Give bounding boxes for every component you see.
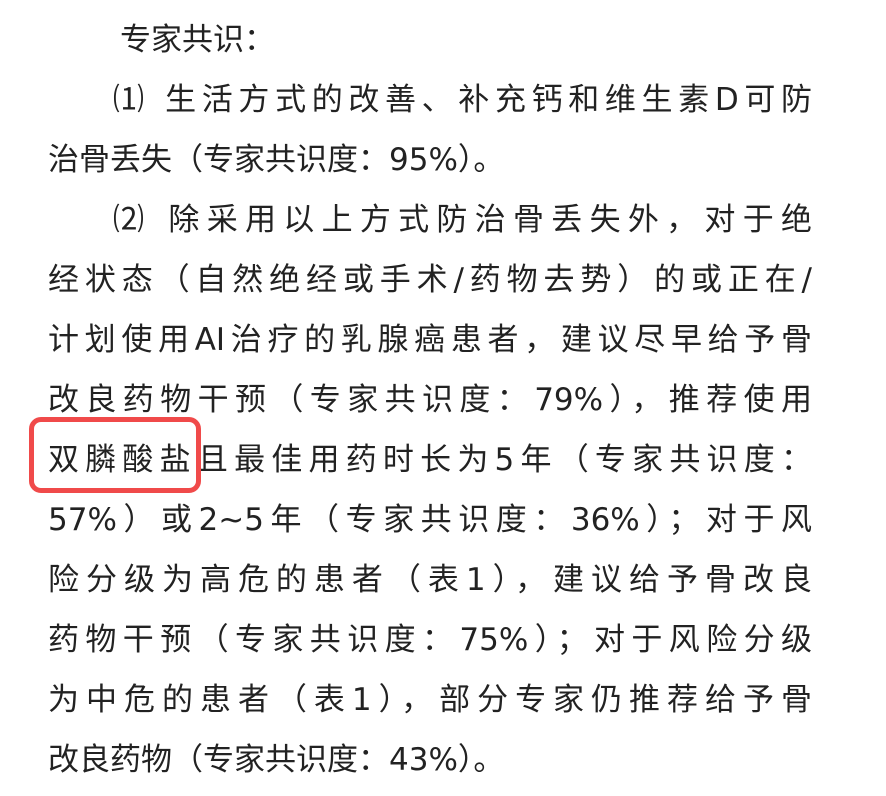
paragraph-line: 计划使用AI治疗的乳腺癌患者，建议尽早给予骨 xyxy=(48,322,812,358)
paragraph-line: 改良药物（专家共识度：43%）。 xyxy=(48,742,505,778)
paragraph-line: 双膦酸盐且最佳用药时长为5年（专家共识度： xyxy=(48,442,812,478)
paragraph-line: 药物干预（专家共识度：75%）；对于风险分级 xyxy=(48,622,812,658)
highlight-box xyxy=(29,417,201,493)
paragraph-line: 险分级为高危的患者（表1），建议给予骨改良 xyxy=(48,562,812,598)
paragraph-line: 为中危的患者（表1），部分专家仍推荐给予骨 xyxy=(48,682,812,718)
paragraph-line: ⑵ 除采用以上方式防治骨丢失外，对于绝 xyxy=(113,202,812,238)
paragraph-line: 经状态（自然绝经或手术/药物去势）的或正在/ xyxy=(48,262,812,298)
paragraph-line: ⑴ 生活方式的改善、补充钙和维生素D可防 xyxy=(113,82,812,118)
paragraph-line: 治骨丢失（专家共识度：95%）。 xyxy=(48,142,505,178)
paragraph-line: 改良药物干预（专家共识度：79%），推荐使用 xyxy=(48,382,812,418)
paragraph-line: 57%）或2~5年（专家共识度：36%）；对于风 xyxy=(48,502,812,538)
section-heading: 专家共识： xyxy=(120,22,275,58)
